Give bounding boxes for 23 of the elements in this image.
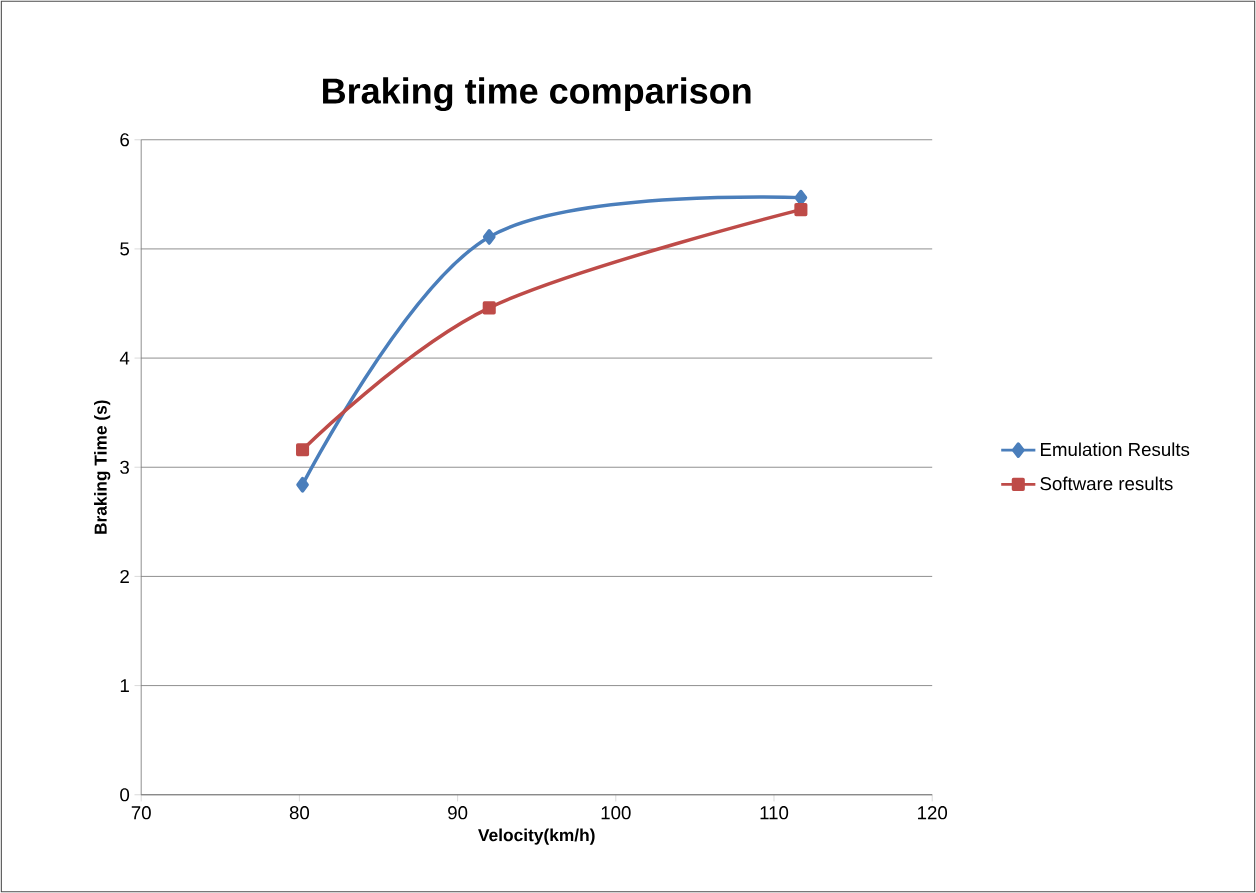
chart-title: Braking time comparison	[323, 77, 751, 112]
legend-label: Emulation Results	[1041, 442, 1190, 457]
x-tick-label: 120	[918, 806, 948, 820]
point	[482, 229, 496, 245]
x-tick-label: 100	[601, 806, 631, 820]
point	[296, 476, 309, 493]
x-tick-label: 90	[448, 806, 468, 820]
x-tick-label: 80	[289, 806, 310, 820]
y-tick-label: 2	[120, 569, 129, 583]
y-tick-label: 1	[120, 679, 129, 693]
y-tick-label: 5	[120, 242, 130, 256]
legend-label: Software results	[1040, 476, 1173, 491]
y-axis-title: Braking Time (s)	[94, 400, 111, 534]
point	[482, 301, 496, 315]
y-tick-label: 0	[120, 788, 130, 802]
x-tick-label: 110	[760, 806, 789, 820]
x-tick-label: 70	[131, 806, 151, 820]
y-tick-label: 3	[120, 460, 129, 474]
point	[794, 203, 808, 217]
y-tick-label: 4	[119, 351, 130, 365]
y-tick-label: 6	[120, 133, 129, 147]
x-axis-title: Velocity(km/h)	[478, 828, 595, 845]
point	[296, 443, 310, 457]
